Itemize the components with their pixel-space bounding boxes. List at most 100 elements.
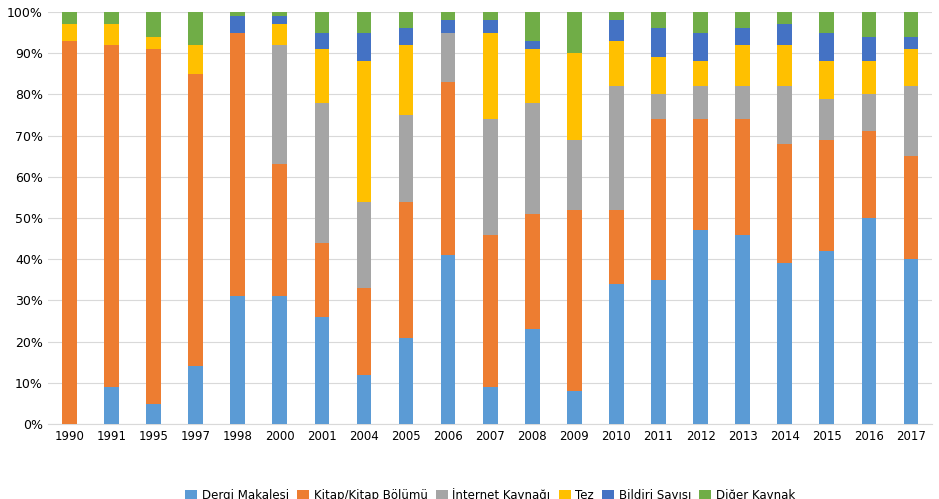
Bar — [693, 86, 708, 119]
Bar — [104, 12, 119, 24]
Bar — [272, 24, 287, 45]
Bar — [735, 28, 750, 45]
Bar — [272, 296, 287, 424]
Bar — [567, 391, 582, 424]
Bar — [440, 20, 455, 32]
Bar — [903, 37, 918, 49]
Bar — [903, 156, 918, 259]
Bar — [820, 140, 834, 251]
Bar — [399, 202, 413, 338]
Bar — [272, 12, 287, 16]
Bar — [651, 12, 666, 28]
Bar — [820, 98, 834, 140]
Bar — [189, 366, 203, 424]
Bar — [735, 12, 750, 28]
Bar — [104, 45, 119, 387]
Bar — [735, 235, 750, 424]
Bar — [440, 12, 455, 20]
Bar — [820, 251, 834, 424]
Bar — [146, 12, 161, 37]
Bar — [525, 41, 540, 49]
Bar — [903, 49, 918, 86]
Bar — [609, 210, 623, 284]
Bar — [609, 86, 623, 210]
Bar — [230, 12, 245, 16]
Bar — [735, 45, 750, 86]
Bar — [862, 37, 876, 61]
Bar — [735, 119, 750, 235]
Bar — [609, 12, 623, 20]
Bar — [862, 94, 876, 131]
Bar — [62, 41, 77, 424]
Bar — [693, 119, 708, 231]
Bar — [693, 12, 708, 32]
Bar — [483, 119, 498, 235]
Bar — [189, 12, 203, 45]
Bar — [525, 49, 540, 103]
Bar — [820, 12, 834, 32]
Bar — [735, 86, 750, 119]
Bar — [567, 53, 582, 140]
Bar — [357, 288, 371, 375]
Bar — [903, 86, 918, 156]
Bar — [315, 103, 330, 243]
Bar — [315, 243, 330, 317]
Bar — [483, 387, 498, 424]
Bar — [693, 231, 708, 424]
Bar — [357, 61, 371, 202]
Bar — [651, 57, 666, 94]
Bar — [357, 12, 371, 32]
Bar — [651, 28, 666, 57]
Bar — [862, 131, 876, 218]
Bar — [399, 115, 413, 202]
Bar — [483, 20, 498, 32]
Bar — [315, 32, 330, 49]
Bar — [777, 86, 793, 144]
Bar — [567, 210, 582, 391]
Bar — [525, 329, 540, 424]
Bar — [525, 12, 540, 41]
Bar — [357, 375, 371, 424]
Bar — [357, 202, 371, 288]
Bar — [146, 404, 161, 424]
Bar — [693, 32, 708, 61]
Bar — [104, 24, 119, 45]
Bar — [777, 263, 793, 424]
Bar — [525, 214, 540, 329]
Bar — [399, 12, 413, 28]
Bar — [862, 61, 876, 94]
Bar — [862, 12, 876, 37]
Bar — [272, 165, 287, 296]
Bar — [230, 296, 245, 424]
Bar — [567, 12, 582, 53]
Bar — [777, 144, 793, 263]
Bar — [567, 140, 582, 210]
Bar — [272, 16, 287, 24]
Bar — [693, 61, 708, 86]
Bar — [230, 32, 245, 296]
Bar — [483, 12, 498, 20]
Bar — [777, 45, 793, 86]
Bar — [777, 12, 793, 24]
Bar — [525, 103, 540, 214]
Bar — [62, 12, 77, 24]
Bar — [399, 45, 413, 115]
Bar — [399, 338, 413, 424]
Bar — [104, 387, 119, 424]
Bar — [399, 28, 413, 45]
Bar — [315, 49, 330, 103]
Bar — [230, 16, 245, 32]
Bar — [820, 61, 834, 98]
Bar — [903, 12, 918, 37]
Bar — [651, 94, 666, 119]
Bar — [357, 32, 371, 61]
Bar — [440, 255, 455, 424]
Bar — [903, 259, 918, 424]
Bar — [315, 12, 330, 32]
Bar — [440, 82, 455, 255]
Bar — [440, 32, 455, 82]
Bar — [189, 74, 203, 366]
Bar — [609, 20, 623, 41]
Bar — [609, 284, 623, 424]
Bar — [272, 45, 287, 165]
